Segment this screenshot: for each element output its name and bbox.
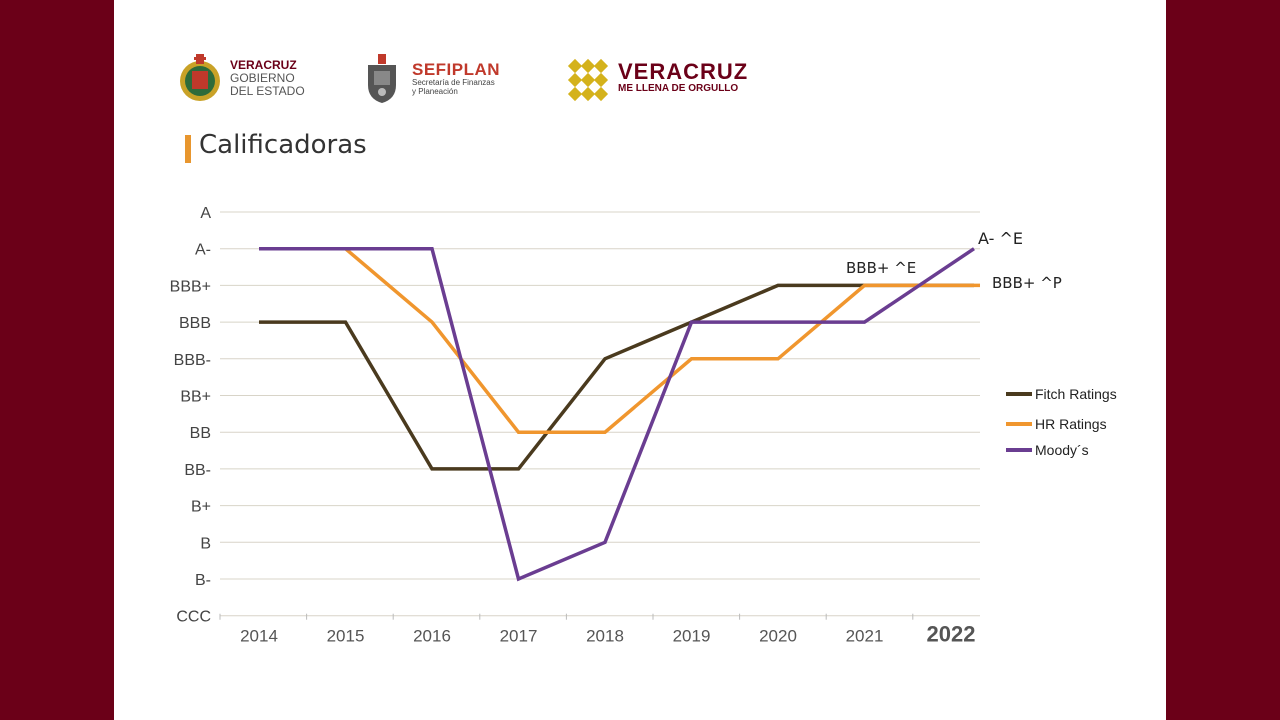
veracruz-slogan: ME LLENA DE ORGULLO: [618, 83, 748, 95]
y-tick-label: CCC: [176, 609, 211, 626]
y-tick-label: B: [200, 535, 211, 552]
x-tick-label: 2014: [240, 627, 278, 646]
coat-of-arms-icon: [180, 54, 220, 101]
series-line-1: [259, 246, 980, 434]
veracruz-name: VERACRUZ: [618, 59, 749, 84]
sefiplan-sub1: Secretaría de Finanzas: [412, 77, 495, 87]
veracruz-slogan-a: ME LLENA DE: [618, 83, 689, 94]
annotation-fitch: BBB+ ^E: [846, 259, 916, 277]
gobierno-logo-line3: DEL ESTADO: [230, 83, 305, 98]
sefiplan-logo: SEFIPLAN Secretaría de Finanzas y Planea…: [360, 48, 500, 108]
x-tick-label: 2022: [927, 622, 976, 647]
series-line-2: [259, 246, 975, 582]
veracruz-slogan-b: ORGULLO: [688, 83, 739, 94]
knot-pattern-icon: [567, 58, 609, 102]
y-tick-label: A: [200, 205, 211, 222]
legend-label: HR Ratings: [1035, 416, 1107, 432]
annotation-moodys: A- ^E: [978, 229, 1023, 248]
x-tick-label: 2017: [500, 627, 538, 646]
slide: VERACRUZ GOBIERNO DEL ESTADO SEFIPLAN Se…: [114, 0, 1166, 720]
y-tick-label: BBB-: [174, 352, 211, 369]
title-accent-bar: [185, 135, 191, 163]
y-tick-label: BB: [190, 425, 211, 442]
y-tick-label: B-: [195, 572, 211, 589]
y-tick-label: A-: [195, 242, 211, 259]
gobierno-logo-line2: GOBIERNO: [230, 70, 295, 85]
y-tick-label: BBB+: [170, 278, 211, 295]
y-tick-label: B+: [191, 499, 211, 516]
sefiplan-name: SEFIPLAN: [412, 59, 501, 79]
y-tick-label: BB+: [180, 389, 211, 406]
x-tick-label: 2021: [846, 627, 884, 646]
x-tick-label: 2019: [673, 627, 711, 646]
gobierno-logo-line1: VERACRUZ: [230, 57, 297, 72]
page-title: Calificadoras: [199, 130, 367, 160]
x-tick-label: 2016: [413, 627, 451, 646]
x-tick-label: 2015: [327, 627, 365, 646]
series-line-0: [259, 283, 974, 471]
y-tick-label: BBB: [179, 315, 211, 332]
x-tick-label: 2018: [586, 627, 624, 646]
logo-row: VERACRUZ GOBIERNO DEL ESTADO SEFIPLAN Se…: [178, 48, 778, 108]
sefiplan-sub2: y Planeación: [412, 86, 458, 96]
legend-label: Moody´s: [1035, 442, 1089, 458]
y-tick-label: BB-: [184, 462, 211, 479]
annotation-hr: BBB+ ^P: [992, 274, 1062, 292]
gobierno-logo: VERACRUZ GOBIERNO DEL ESTADO: [178, 48, 305, 108]
shield-icon: [368, 54, 396, 103]
veracruz-logo: VERACRUZ ME LLENA DE ORGULLO: [566, 48, 748, 108]
legend-label: Fitch Ratings: [1035, 386, 1117, 402]
x-tick-label: 2020: [759, 627, 797, 646]
